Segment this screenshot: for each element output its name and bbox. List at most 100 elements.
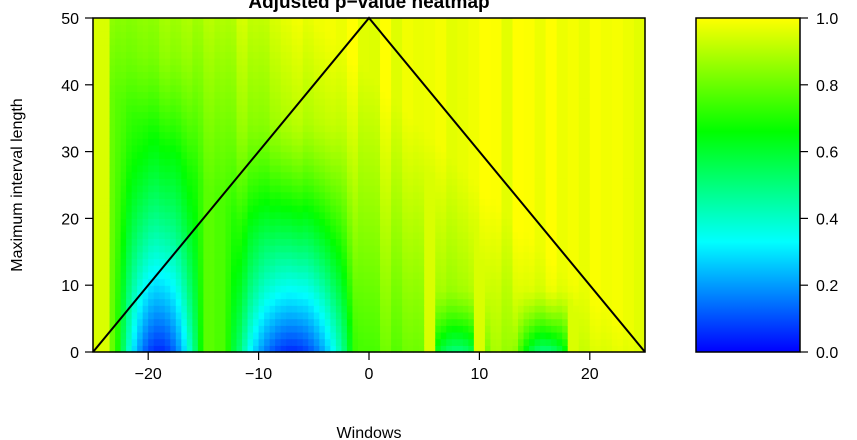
heatmap-cell bbox=[231, 78, 238, 86]
heatmap-cell bbox=[104, 18, 111, 26]
heatmap-cell bbox=[435, 265, 442, 273]
heatmap-cell bbox=[242, 131, 249, 139]
heatmap-cell bbox=[341, 345, 348, 353]
heatmap-cell bbox=[551, 131, 558, 139]
heatmap-cell bbox=[374, 311, 381, 320]
heatmap-cell bbox=[192, 331, 199, 340]
heatmap-cell bbox=[236, 265, 243, 273]
heatmap-cell bbox=[484, 325, 492, 333]
heatmap-cell bbox=[391, 225, 398, 233]
heatmap-cell bbox=[595, 278, 602, 286]
heatmap-cell bbox=[385, 111, 392, 119]
heatmap-cell bbox=[236, 258, 243, 266]
heatmap-cell bbox=[120, 131, 127, 139]
heatmap-cell bbox=[214, 285, 221, 293]
heatmap-cell bbox=[611, 198, 618, 206]
heatmap-cell bbox=[507, 111, 514, 119]
heatmap-cell bbox=[104, 111, 111, 119]
heatmap-cell bbox=[451, 298, 458, 306]
heatmap-cell bbox=[523, 278, 530, 286]
heatmap-cell bbox=[225, 238, 232, 246]
heatmap-cell bbox=[468, 104, 475, 113]
heatmap-cell bbox=[197, 158, 204, 166]
heatmap-cell bbox=[214, 124, 221, 133]
heatmap-cell bbox=[501, 298, 508, 306]
heatmap-cell bbox=[297, 298, 304, 306]
heatmap-cell bbox=[197, 144, 204, 153]
heatmap-cell bbox=[369, 211, 376, 219]
heatmap-cell bbox=[153, 38, 160, 46]
heatmap-cell bbox=[545, 291, 552, 300]
heatmap-cell bbox=[551, 205, 558, 213]
heatmap-cell bbox=[523, 331, 530, 340]
heatmap-cell bbox=[380, 331, 387, 340]
heatmap-cell bbox=[148, 111, 155, 119]
heatmap-cell bbox=[529, 158, 536, 166]
heatmap-cell bbox=[142, 131, 149, 139]
heatmap-cell bbox=[120, 251, 127, 260]
heatmap-cell bbox=[170, 104, 177, 113]
heatmap-cell bbox=[264, 71, 271, 79]
heatmap-cell bbox=[131, 171, 138, 179]
heatmap-cell bbox=[617, 158, 624, 166]
heatmap-cell bbox=[137, 198, 144, 206]
heatmap-cell bbox=[540, 18, 547, 26]
heatmap-cell bbox=[258, 185, 265, 193]
heatmap-cell bbox=[424, 178, 431, 186]
heatmap-cell bbox=[551, 138, 558, 146]
heatmap-cell bbox=[181, 91, 188, 99]
heatmap-cell bbox=[534, 325, 541, 333]
heatmap-cell bbox=[622, 131, 630, 139]
heatmap-cell bbox=[490, 191, 497, 199]
heatmap-cell bbox=[98, 185, 105, 193]
heatmap-cell bbox=[253, 18, 260, 26]
heatmap-cell bbox=[628, 285, 635, 293]
heatmap-cell bbox=[291, 18, 298, 26]
heatmap-cell bbox=[242, 225, 249, 233]
heatmap-cell bbox=[330, 205, 337, 213]
heatmap-cell bbox=[197, 78, 204, 86]
heatmap-cell bbox=[418, 265, 425, 273]
heatmap-cell bbox=[562, 131, 569, 139]
heatmap-cell bbox=[346, 258, 354, 266]
heatmap-cell bbox=[231, 278, 238, 286]
heatmap-cell bbox=[104, 44, 111, 52]
heatmap-cell bbox=[512, 198, 519, 206]
heatmap-cell bbox=[236, 51, 243, 59]
heatmap-cell bbox=[219, 151, 227, 159]
heatmap-cell bbox=[170, 91, 177, 99]
heatmap-cell bbox=[495, 144, 503, 153]
heatmap-cell bbox=[639, 178, 646, 186]
heatmap-cell bbox=[197, 151, 204, 159]
heatmap-cell bbox=[407, 205, 414, 213]
heatmap-cell bbox=[225, 345, 232, 353]
heatmap-cell bbox=[275, 245, 282, 253]
heatmap-cell bbox=[335, 245, 342, 253]
heatmap-cell bbox=[219, 258, 227, 266]
heatmap-cell bbox=[104, 318, 111, 326]
heatmap-cell bbox=[170, 298, 177, 306]
heatmap-cell bbox=[363, 325, 370, 333]
heatmap-cell bbox=[523, 124, 530, 133]
heatmap-cell bbox=[628, 171, 635, 179]
heatmap-cell bbox=[330, 231, 337, 240]
heatmap-cell bbox=[109, 198, 116, 206]
heatmap-cell bbox=[253, 285, 260, 293]
heatmap-cell bbox=[275, 164, 282, 173]
heatmap-cell bbox=[186, 338, 193, 346]
heatmap-cell bbox=[346, 111, 354, 119]
heatmap-cell bbox=[280, 218, 287, 226]
heatmap-cell bbox=[584, 111, 591, 119]
heatmap-cell bbox=[242, 238, 249, 246]
heatmap-cell bbox=[120, 291, 127, 300]
heatmap-cell bbox=[115, 225, 122, 233]
heatmap-cell bbox=[457, 78, 464, 86]
heatmap-cell bbox=[137, 191, 144, 199]
heatmap-cell bbox=[302, 18, 309, 26]
heatmap-cell bbox=[269, 225, 276, 233]
heatmap-cell bbox=[369, 78, 376, 86]
heatmap-cell bbox=[346, 345, 354, 353]
heatmap-cell bbox=[589, 118, 596, 126]
heatmap-cell bbox=[479, 138, 486, 146]
heatmap-cell bbox=[197, 131, 204, 139]
